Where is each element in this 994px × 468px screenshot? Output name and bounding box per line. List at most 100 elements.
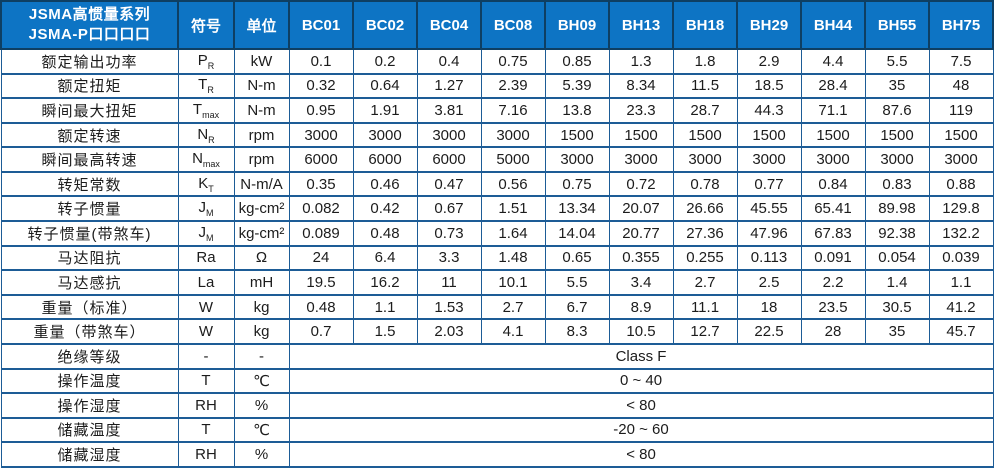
row-label: 马达感抗 (0, 269, 179, 296)
value-cell: 47.96 (736, 220, 802, 247)
unit-cell: N-m (233, 72, 290, 100)
row-label: 转子惯量 (0, 195, 179, 223)
row-label: 转子惯量(带煞车) (0, 220, 179, 247)
value-cell: 0.84 (800, 170, 866, 198)
value-cell: 1500 (544, 121, 610, 149)
value-cell: 3000 (928, 146, 994, 173)
value-cell: 0.46 (352, 170, 418, 198)
value-cell: 3000 (416, 121, 482, 149)
row-label: 操作湿度 (0, 392, 179, 419)
value-cell: 0.1 (288, 48, 354, 75)
value-cell: 0.47 (416, 170, 482, 198)
symbol-cell: NR (177, 121, 235, 149)
unit-cell: mH (233, 269, 290, 296)
value-cell: 87.6 (864, 97, 930, 124)
model-column-header-bh18: BH18 (672, 0, 738, 50)
value-cell: 45.7 (928, 318, 994, 345)
value-cell: 0.35 (288, 170, 354, 198)
value-cell: 1.48 (480, 244, 546, 272)
value-cell: 22.5 (736, 318, 802, 345)
value-cell: 45.55 (736, 195, 802, 223)
value-cell: 2.5 (736, 269, 802, 296)
value-cell: 13.34 (544, 195, 610, 223)
value-cell: 0.64 (352, 72, 418, 100)
value-cell: 14.04 (544, 220, 610, 247)
value-cell: 5.5 (544, 269, 610, 296)
value-cell: 0.65 (544, 244, 610, 272)
value-cell: 28 (800, 318, 866, 345)
table-row: 储藏温度 T ℃ -20 ~ 60 (0, 416, 994, 444)
row-label: 额定转速 (0, 121, 179, 149)
value-cell: 19.5 (288, 269, 354, 296)
value-cell: 1.64 (480, 220, 546, 247)
value-cell: 1500 (928, 121, 994, 149)
value-cell: 0.95 (288, 97, 354, 124)
table-row: 转矩常数 KT N-m/A 0.35 0.46 0.47 0.56 0.75 0.72 0.78 0… (0, 170, 994, 198)
value-cell: 3.81 (416, 97, 482, 124)
value-cell: 1.27 (416, 72, 482, 100)
value-cell: 132.2 (928, 220, 994, 247)
model-column-header-bh29: BH29 (736, 0, 802, 50)
value-cell: 0.75 (480, 48, 546, 75)
value-cell: 2.9 (736, 48, 802, 75)
value-cell: 1500 (864, 121, 930, 149)
value-cell: 2.7 (480, 293, 546, 321)
value-cell: 0.73 (416, 220, 482, 247)
value-cell: 1.8 (672, 48, 738, 75)
row-label: 转矩常数 (0, 170, 179, 198)
symbol-cell: TR (177, 72, 235, 100)
value-cell: 0.48 (352, 220, 418, 247)
value-cell: 6000 (416, 146, 482, 173)
value-cell: 3000 (480, 121, 546, 149)
value-cell: 3000 (864, 146, 930, 173)
value-cell: 1.91 (352, 97, 418, 124)
table-row: 瞬间最大扭矩 Tmax N-m 0.95 1.91 3.81 7.16 13.8 23.3 28.… (0, 97, 994, 124)
value-cell: 0.56 (480, 170, 546, 198)
value-cell: 0.78 (672, 170, 738, 198)
value-cell: 119 (928, 97, 994, 124)
row-label: 重量（标准） (0, 293, 179, 321)
model-column-header-bh13: BH13 (608, 0, 674, 50)
value-cell: 6000 (288, 146, 354, 173)
value-cell: 2.39 (480, 72, 546, 100)
symbol-cell: PR (177, 48, 235, 75)
symbol-cell: RH (177, 392, 235, 419)
row-label: 额定扭矩 (0, 72, 179, 100)
value-cell: 3000 (288, 121, 354, 149)
unit-cell: N-m/A (233, 170, 290, 198)
model-column-header-bc04: BC04 (416, 0, 482, 50)
value-cell: 0.7 (288, 318, 354, 345)
spec-table-body: 额定输出功率 PR kW 0.1 0.2 0.4 0.75 0.85 1.3 1.8 2.9 4.4 5… (0, 48, 994, 468)
value-cell: 0.4 (416, 48, 482, 75)
unit-cell: ℃ (233, 367, 290, 395)
value-cell: 10.5 (608, 318, 674, 345)
symbol-column-header: 符号 (177, 0, 235, 50)
value-cell: 16.2 (352, 269, 418, 296)
value-cell: 0.77 (736, 170, 802, 198)
value-cell: 13.8 (544, 97, 610, 124)
value-cell: 2.03 (416, 318, 482, 345)
span-value-cell: < 80 (288, 441, 994, 468)
value-cell: 0.32 (288, 72, 354, 100)
row-label: 绝缘等级 (0, 342, 179, 370)
value-cell: 8.34 (608, 72, 674, 100)
table-row: 转子惯量 JM kg-cm² 0.082 0.42 0.67 1.51 13.34 20.07 2… (0, 195, 994, 223)
value-cell: 3000 (672, 146, 738, 173)
value-cell: 0.85 (544, 48, 610, 75)
unit-cell: kg-cm² (233, 195, 290, 223)
model-column-header-bh44: BH44 (800, 0, 866, 50)
value-cell: 1500 (800, 121, 866, 149)
value-cell: 7.16 (480, 97, 546, 124)
value-cell: 1.1 (352, 293, 418, 321)
value-cell: 28.7 (672, 97, 738, 124)
value-cell: 1.1 (928, 269, 994, 296)
unit-cell: - (233, 342, 290, 370)
value-cell: 0.2 (352, 48, 418, 75)
model-column-header-bh09: BH09 (544, 0, 610, 50)
unit-cell: ℃ (233, 416, 290, 444)
unit-column-header: 单位 (233, 0, 290, 50)
table-title: JSMA高惯量系列 JSMA-P口口口口 (0, 0, 179, 50)
unit-cell: kg (233, 318, 290, 345)
symbol-cell: - (177, 342, 235, 370)
